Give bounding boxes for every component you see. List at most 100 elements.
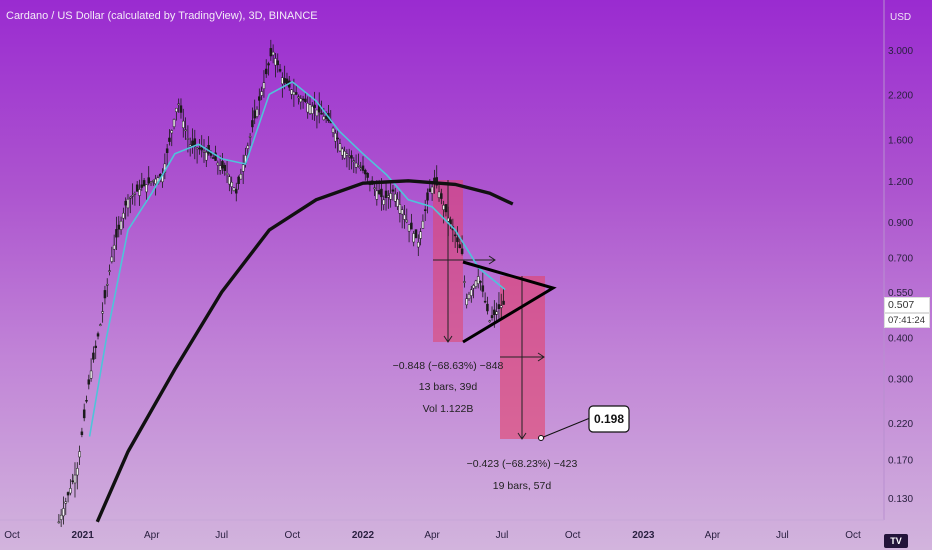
candle-body (211, 157, 215, 159)
candle-body (465, 298, 468, 306)
candle-body (493, 309, 496, 316)
candle-body (474, 280, 478, 287)
candle-body (66, 492, 70, 496)
candle-body (239, 174, 243, 180)
candle-body (350, 155, 353, 159)
candle-body (147, 177, 150, 184)
candle-body (149, 181, 153, 184)
candle-body (417, 242, 420, 248)
candle-body (264, 68, 268, 75)
candle-body (214, 152, 217, 161)
price-tick-label: 0.130 (888, 494, 913, 505)
candle-body (170, 130, 174, 134)
candle-body (299, 98, 303, 103)
candle-body (490, 315, 494, 319)
candle-body (341, 148, 344, 156)
candle-body (423, 209, 427, 211)
time-tick-label: Jul (496, 530, 509, 541)
candle-body (412, 233, 415, 243)
candle-body (124, 200, 127, 206)
time-tick-label: Apr (705, 530, 721, 541)
candle-body (400, 209, 404, 215)
time-tick-label: Oct (285, 530, 301, 541)
price-tick-label: 0.170 (888, 456, 913, 467)
candle-body (467, 293, 471, 299)
candle-body (89, 370, 93, 379)
tradingview-logo-icon[interactable]: TV (884, 534, 908, 548)
price-tick-label: 0.700 (888, 254, 913, 265)
candle-body (315, 109, 319, 117)
candle-body (410, 222, 413, 230)
candle-body (64, 501, 68, 504)
candle-body (447, 217, 450, 222)
candle-body (223, 164, 227, 171)
candle-body (248, 136, 252, 138)
candle-body (426, 192, 429, 201)
candle-body (394, 193, 397, 202)
candle-body (331, 127, 335, 133)
candle-body (304, 98, 307, 102)
candle-body (235, 188, 238, 194)
candle-body (154, 178, 157, 185)
measure-2-bars: 19 bars, 57d (493, 480, 552, 492)
candle-body (444, 204, 448, 213)
candle-body (269, 48, 273, 57)
candle-body (182, 120, 185, 129)
candle-body (129, 196, 132, 199)
candle-body (499, 305, 503, 308)
candle-body (225, 173, 229, 175)
time-tick-label: Oct (565, 530, 581, 541)
candle-body (384, 190, 388, 198)
candle-body (172, 119, 176, 127)
candle-body (94, 345, 97, 349)
candle-body (96, 333, 100, 337)
candle-body (306, 102, 309, 113)
candle-body (108, 270, 111, 272)
candle-body (292, 91, 296, 95)
candle-body (313, 104, 316, 109)
candle-body (375, 190, 379, 200)
candle-body (119, 220, 123, 230)
candle-body (405, 219, 409, 223)
price-tick-label: 0.550 (888, 288, 913, 299)
measure-1-bars: 13 bars, 39d (419, 381, 478, 393)
candle-body (57, 521, 61, 524)
candle-body (308, 104, 312, 114)
price-axis-ticks: 3.000 2.200 1.600 1.200 0.900 0.700 0.550 0.400… (888, 46, 913, 505)
price-tick-label: 3.000 (888, 46, 913, 57)
candle-body (218, 165, 222, 171)
candle-body (373, 187, 376, 190)
candle-body (347, 155, 351, 158)
candle-body (497, 304, 501, 309)
candle-body (126, 198, 130, 209)
candle-body (297, 96, 300, 99)
candle-body (442, 204, 445, 210)
triangle-pattern[interactable] (462, 260, 557, 344)
price-tick-label: 1.200 (888, 177, 913, 188)
candle-body (486, 303, 489, 312)
candle-body (278, 69, 282, 72)
candle-body (470, 289, 473, 296)
candle-body (354, 162, 358, 168)
price-tick-label: 0.400 (888, 334, 913, 345)
price-tick-label: 2.200 (888, 90, 913, 101)
candle-body (241, 164, 245, 172)
candle-body (145, 184, 148, 193)
time-axis-ticks: Oct 2021 Apr Jul Oct 2022 Apr Jul Oct 2023 Apr Jul O… (4, 530, 861, 541)
time-tick-label: Apr (144, 530, 160, 541)
target-callout-label: 0.198 (594, 412, 624, 426)
candle-body (407, 224, 411, 232)
candle-body (479, 281, 482, 283)
candle-body (198, 147, 201, 150)
candle-body (502, 300, 505, 305)
price-tick-label: 0.900 (888, 218, 913, 229)
candle-body (140, 184, 144, 188)
target-callout-box[interactable] (588, 405, 630, 433)
candle-body (258, 96, 261, 101)
candle-body (294, 92, 298, 95)
time-tick-label: Oct (845, 530, 861, 541)
candle-body (428, 188, 432, 192)
target-point[interactable] (538, 435, 544, 441)
